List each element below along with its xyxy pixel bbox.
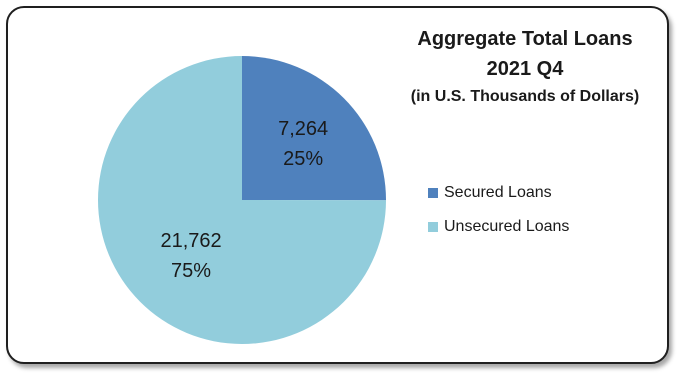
pie-slice-unsecured-loans xyxy=(98,56,386,344)
pie-slice-secured-loans xyxy=(242,56,387,201)
slice-value-label-secured-loans: 7,264 xyxy=(278,118,328,140)
legend-swatch-unsecured xyxy=(428,222,438,232)
legend-item-unsecured: Unsecured Loans xyxy=(428,210,569,244)
chart-title: Aggregate Total Loans 2021 Q4 (in U.S. T… xyxy=(380,24,670,110)
legend-item-secured: Secured Loans xyxy=(428,176,569,210)
chart-title-line-1: Aggregate Total Loans xyxy=(417,28,633,50)
slice-percent-label-unsecured-loans: 75% xyxy=(171,260,211,282)
chart-title-line-2: 2021 Q4 xyxy=(486,58,564,80)
slice-percent-label-secured-loans: 25% xyxy=(283,148,323,170)
legend-label-unsecured: Unsecured Loans xyxy=(444,218,570,235)
legend-label-secured: Secured Loans xyxy=(444,184,552,201)
chart-title-line-3: (in U.S. Thousands of Dollars) xyxy=(410,88,640,105)
chart-legend: Secured Loans Unsecured Loans xyxy=(428,176,569,244)
legend-swatch-secured xyxy=(428,188,438,198)
slice-value-label-unsecured-loans: 21,762 xyxy=(160,230,221,252)
